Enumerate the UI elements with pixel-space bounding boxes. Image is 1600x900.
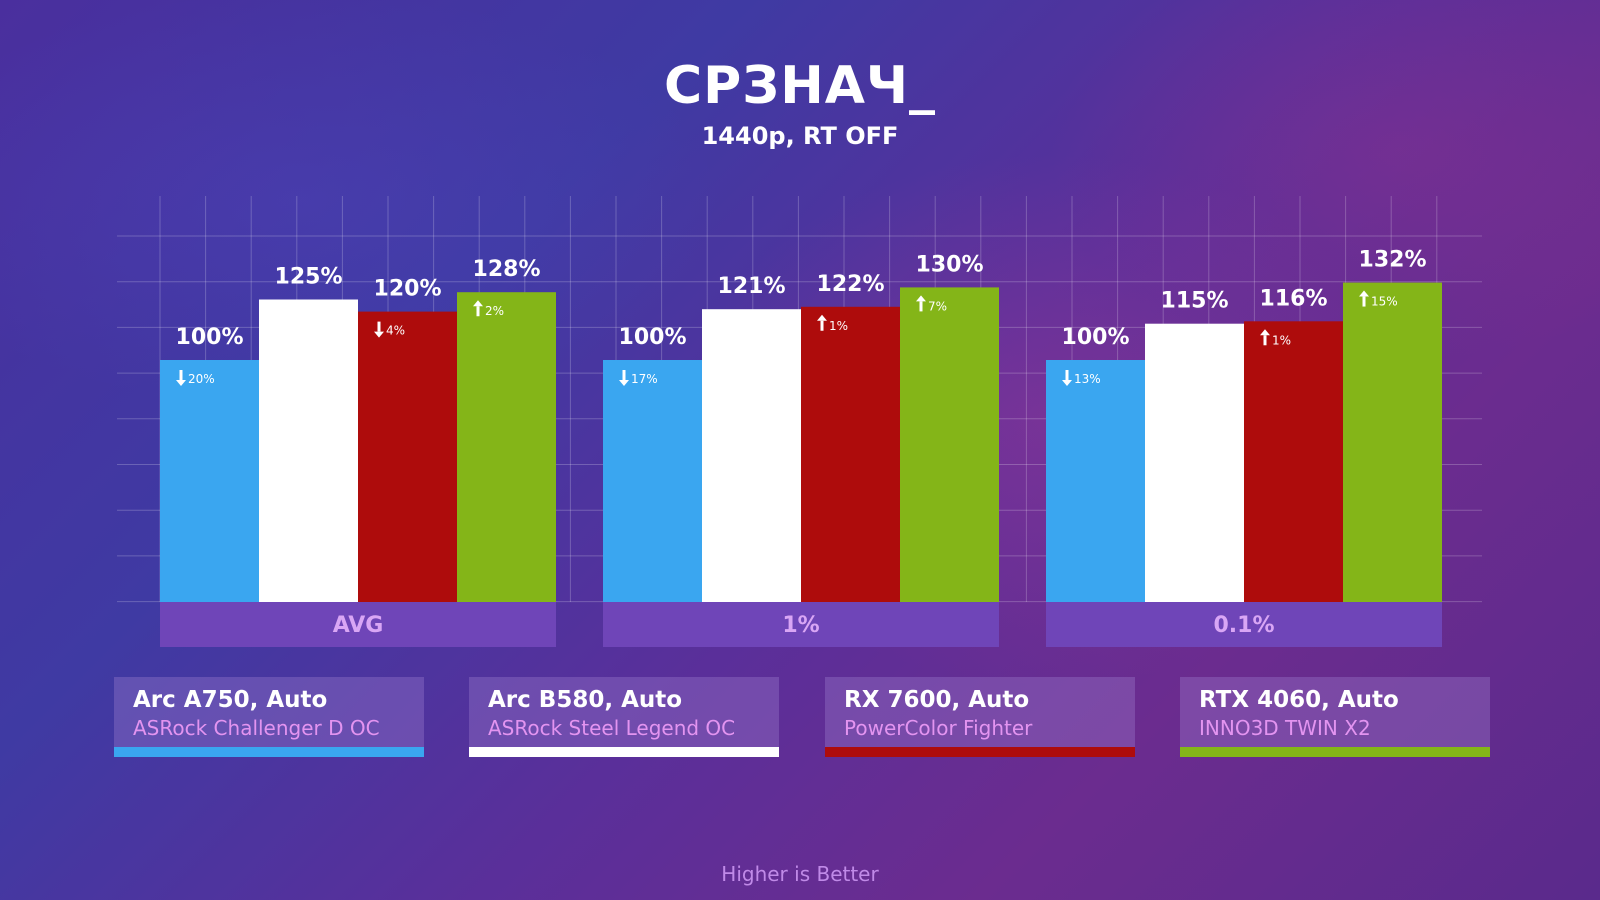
- legend-subtitle: ASRock Challenger D OC: [133, 716, 380, 740]
- delta-up-label: 1%: [829, 319, 848, 333]
- bar: [1244, 321, 1343, 602]
- arrow-up-icon: [916, 295, 926, 302]
- bar-value-label: 100%: [176, 325, 244, 350]
- chart-title: СРЗНАЧ_: [663, 56, 936, 116]
- arrow-down-icon-stem: [179, 370, 183, 380]
- arrow-down-icon-stem: [622, 370, 626, 380]
- legend-name: Arc B580, Auto: [488, 687, 683, 713]
- delta-down-label: 17%: [631, 372, 658, 386]
- arrow-up-icon: [1260, 329, 1270, 336]
- bar-value-label: 128%: [473, 257, 541, 282]
- arrow-up-icon: [473, 300, 483, 307]
- category-band: [160, 602, 556, 647]
- arrow-up-icon-stem: [1362, 296, 1366, 307]
- bar-chart: 100% 20% 125% 120% 4% 128% 2% AVG 100% 17% 121% 122…: [160, 248, 1442, 647]
- legend-item-rtx-4060: RTX 4060, Auto INNO3D TWIN X2: [1180, 677, 1490, 757]
- bar-value-label: 100%: [619, 325, 687, 350]
- arrow-down-icon-stem: [1065, 370, 1069, 380]
- footer-note: Higher is Better: [721, 862, 879, 886]
- bar-value-label: 125%: [275, 265, 343, 290]
- chart-subtitle: 1440p, RT OFF: [701, 122, 899, 150]
- bar: [1046, 360, 1145, 602]
- bar-value-label: 116%: [1260, 286, 1328, 311]
- bar: [801, 306, 900, 602]
- category-band: [603, 602, 999, 647]
- bar-value-label: 121%: [718, 274, 786, 299]
- category-label: AVG: [333, 613, 384, 638]
- bar: [358, 311, 457, 602]
- delta-up-label: 15%: [1371, 295, 1398, 309]
- bar: [457, 292, 556, 602]
- arrow-down-icon: [1062, 380, 1072, 386]
- legend-swatch: [1180, 747, 1490, 757]
- bar: [603, 360, 702, 602]
- bar: [900, 287, 999, 602]
- arrow-down-icon: [619, 380, 629, 386]
- delta-up-label: 1%: [1272, 333, 1291, 347]
- bar: [1343, 282, 1442, 602]
- arrow-up-icon-stem: [919, 301, 923, 312]
- legend-swatch: [469, 747, 779, 757]
- delta-down-label: 20%: [188, 372, 215, 386]
- bar: [702, 309, 801, 602]
- delta-up-label: 2%: [485, 304, 504, 318]
- arrow-up-icon-stem: [820, 320, 824, 331]
- legend-name: RTX 4060, Auto: [1199, 687, 1399, 713]
- bar: [160, 360, 259, 602]
- arrow-up-icon-stem: [1263, 335, 1267, 346]
- legend-subtitle: INNO3D TWIN X2: [1199, 716, 1371, 740]
- bar-value-label: 122%: [817, 272, 885, 297]
- bar-value-label: 120%: [374, 277, 442, 302]
- bar-value-label: 100%: [1062, 325, 1130, 350]
- bar-value-label: 115%: [1161, 289, 1229, 314]
- arrow-up-icon: [1359, 290, 1369, 297]
- category-label: 1%: [782, 613, 819, 638]
- legend-swatch: [114, 747, 424, 757]
- delta-up-label: 7%: [928, 299, 947, 313]
- legend-subtitle: ASRock Steel Legend OC: [488, 716, 736, 740]
- arrow-up-icon: [817, 314, 827, 321]
- legend-swatch: [825, 747, 1135, 757]
- legend-name: RX 7600, Auto: [844, 687, 1030, 713]
- bar-value-label: 132%: [1359, 248, 1427, 273]
- arrow-down-icon: [176, 380, 186, 386]
- legend-item-arc-a750: Arc A750, Auto ASRock Challenger D OC: [114, 677, 424, 757]
- legend-item-arc-b580: Arc B580, Auto ASRock Steel Legend OC: [469, 677, 779, 757]
- arrow-down-icon: [374, 331, 384, 338]
- bar-value-label: 130%: [916, 252, 984, 277]
- category-label: 0.1%: [1213, 613, 1274, 638]
- legend-name: Arc A750, Auto: [133, 687, 328, 713]
- legend-subtitle: PowerColor Fighter: [844, 716, 1033, 740]
- legend-item-rx-7600: RX 7600, Auto PowerColor Fighter: [825, 677, 1135, 757]
- arrow-down-icon-stem: [377, 321, 381, 332]
- bar: [259, 299, 358, 602]
- category-band: [1046, 602, 1442, 647]
- bar: [1145, 323, 1244, 602]
- delta-down-label: 4%: [386, 324, 405, 338]
- delta-down-label: 13%: [1074, 372, 1101, 386]
- arrow-up-icon-stem: [476, 306, 480, 317]
